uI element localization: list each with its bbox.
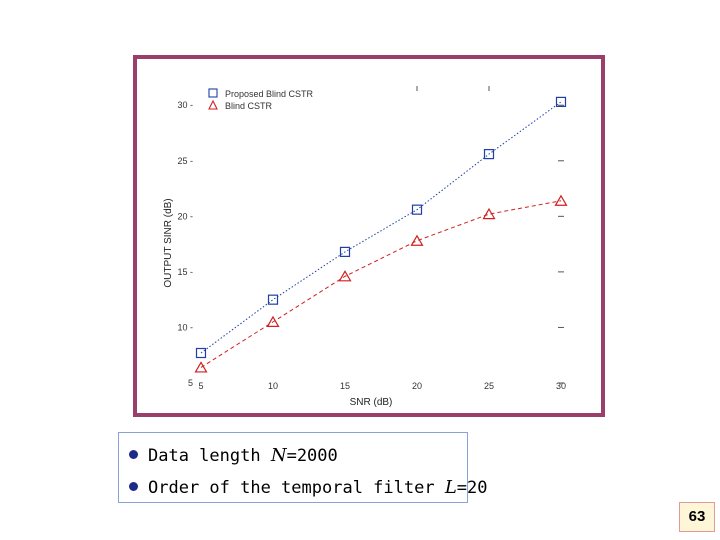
legend-label: Blind CSTR [225, 101, 273, 111]
bullet-box: Data length N=2000 Order of the temporal… [118, 432, 487, 503]
y-tick-label: 10 - [177, 322, 193, 332]
data-point-square [483, 149, 495, 160]
data-point-triangle [266, 315, 280, 327]
bullet-value: =20 [456, 478, 488, 498]
y-tick-label: 15 - [177, 267, 193, 277]
data-point-triangle [410, 234, 424, 246]
bullet-icon [129, 449, 138, 459]
x-tick-label: 25 [484, 381, 494, 391]
x-tick-label: 15 [340, 381, 350, 391]
legend-label: Proposed Blind CSTR [225, 89, 314, 99]
data-point-square [195, 347, 207, 359]
data-point-triangle [482, 207, 496, 220]
bullet-variable: N [270, 445, 287, 466]
x-axis-label: SNR (dB) [350, 397, 393, 408]
data-point-square [555, 96, 567, 107]
bullet-filter-order: Order of the temporal filter L=20 [129, 477, 487, 498]
data-point-triangle [338, 270, 352, 282]
data-point-triangle [554, 194, 568, 206]
data-point-square [339, 246, 351, 257]
data-point-square [411, 204, 423, 215]
legend-marker-square [208, 88, 218, 98]
bullet-value: =2000 [286, 446, 338, 466]
x-tick-label: 5 [198, 381, 203, 391]
bullet-data-length: Data length N=2000 [129, 445, 338, 466]
x-tick-label: 30 [556, 381, 566, 391]
data-point-square [267, 294, 279, 305]
y-tick-label: 25 - [177, 156, 193, 166]
bullet-variable: L [444, 477, 457, 498]
legend-box [205, 85, 343, 115]
line-chart: 5 10 - 15 - 20 - 25 - 30 - 5 10 15 20 25 30 SNR (dB)… [163, 85, 568, 408]
bullet-icon [129, 481, 138, 491]
bullet-text: Data length [148, 446, 271, 466]
bullet-text: Order of the temporal filter [148, 478, 445, 498]
y-tick-label: 20 - [177, 211, 193, 221]
page-number: 63 [679, 502, 715, 532]
series-line-blind-cstr [200, 200, 562, 368]
y-axis-label: OUTPUT SINR (dB) [163, 198, 174, 287]
x-tick-label: 10 [268, 381, 278, 391]
legend-marker-triangle [208, 99, 218, 110]
series-line-proposed-blind-cstr [200, 101, 562, 354]
y-tick-label: 30 - [177, 100, 193, 110]
data-point-triangle [194, 361, 208, 373]
y-tick-label: 5 [188, 378, 193, 388]
chart-frame: 5 10 - 15 - 20 - 25 - 30 - 5 10 15 20 25 30 SNR (dB)… [133, 55, 605, 417]
x-tick-label: 20 [412, 381, 422, 391]
